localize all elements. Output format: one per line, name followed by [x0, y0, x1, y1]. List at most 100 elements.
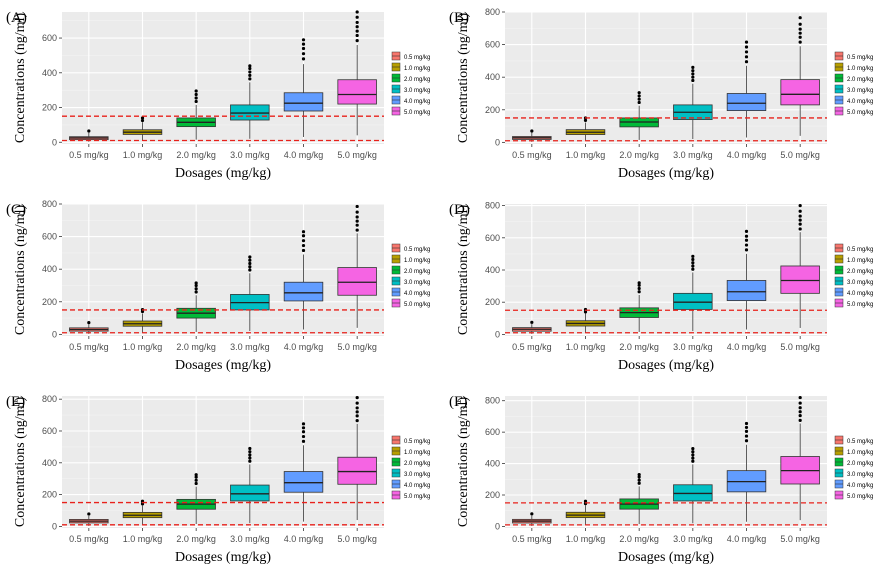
x-tick-label: 4.0 mg/kg [727, 534, 767, 544]
outlier-point [248, 77, 252, 81]
outlier-point [798, 40, 802, 44]
outlier-point [691, 257, 695, 262]
outlier-point [301, 439, 306, 443]
legend-item: 5.0 mg/kg [391, 490, 430, 500]
outlier-point [583, 310, 588, 314]
legend-item: 5.0 mg/kg [834, 490, 873, 500]
x-tick-label: 0.5 mg/kg [69, 534, 109, 544]
legend-item: 4.0 mg/kg [834, 287, 873, 297]
outlier-point [194, 281, 198, 285]
legend-item: 5.0 mg/kg [391, 298, 430, 308]
outlier-point [355, 29, 359, 33]
outlier-point [798, 204, 802, 208]
panel-a: (A) 0 200 400 600 0.5 mg/kg 1.0 mg/kg 2.0 mg/kg… [6, 10, 430, 181]
y-axis-title: Concentrations (ng/ml) [456, 13, 471, 144]
outlier-point [248, 459, 252, 463]
box-5 [283, 230, 324, 330]
legend-item: 1.0 mg/kg [834, 446, 873, 456]
x-tick-label: 5.0 mg/kg [337, 342, 377, 352]
outlier-point [691, 65, 695, 70]
outlier-point [798, 414, 802, 418]
outlier-point [248, 268, 252, 272]
x-tick-label: 4.0 mg/kg [284, 534, 324, 544]
outlier-point [355, 15, 359, 19]
outlier-point [87, 321, 91, 325]
legend-label: 1.0 mg/kg [847, 66, 873, 72]
outlier-point [637, 91, 641, 95]
legend-label: 2.0 mg/kg [404, 77, 430, 83]
outlier-point [194, 96, 198, 100]
box-2 [122, 308, 163, 333]
outlier-point [301, 230, 306, 234]
y-tick-label: 200 [42, 490, 57, 500]
legend-item: 3.0 mg/kg [834, 468, 873, 478]
x-tick-label: 1.0 mg/kg [566, 534, 606, 544]
legend-item: 5.0 mg/kg [391, 106, 430, 116]
legend-item: 0.5 mg/kg [834, 51, 873, 61]
outlier-point [637, 481, 641, 485]
outlier-point [301, 42, 306, 46]
plot-background [62, 396, 384, 528]
box-body [337, 456, 377, 485]
outlier-point [798, 35, 802, 39]
outlier-point [798, 27, 802, 31]
box-body [780, 265, 820, 294]
legend-label: 0.5 mg/kg [847, 55, 873, 61]
legend-label: 2.0 mg/kg [847, 269, 873, 275]
x-tick-label: 5.0 mg/kg [780, 342, 820, 352]
panel-b: (B) 0 200 400 600 800 0.5 mg/kg 1.0 mg/kg 2.0 mg… [449, 7, 873, 181]
x-tick-label: 3.0 mg/kg [230, 342, 270, 352]
x-tick-label: 3.0 mg/kg [230, 150, 270, 160]
legend-item: 1.0 mg/kg [391, 62, 430, 72]
y-tick-label: 600 [485, 233, 500, 243]
box-5 [726, 421, 767, 522]
box-1 [512, 129, 552, 142]
y-axis-title: Concentrations (ng/ml) [13, 397, 28, 528]
legend-label: 4.0 mg/kg [404, 483, 430, 489]
box-5 [283, 38, 324, 138]
y-tick-label: 0 [52, 137, 57, 147]
outlier-point [87, 512, 91, 516]
outlier-point [691, 453, 695, 457]
y-axis-title: Concentrations (ng/ml) [13, 205, 28, 336]
outlier-point [301, 422, 306, 426]
outlier-point [194, 473, 198, 477]
outlier-point [248, 64, 252, 68]
outlier-point [798, 401, 802, 405]
legend-label: 5.0 mg/kg [847, 110, 873, 116]
panel-e: (E) 0 200 400 600 800 0.5 mg/kg 1.0 mg/kg 2.0 mg… [6, 394, 430, 565]
box-5 [283, 422, 324, 522]
outlier-point [798, 227, 802, 231]
legend-label: 5.0 mg/kg [404, 302, 430, 308]
x-tick-label: 3.0 mg/kg [673, 534, 713, 544]
box-6 [337, 204, 377, 328]
x-tick-label: 2.0 mg/kg [176, 150, 216, 160]
legend-label: 4.0 mg/kg [847, 99, 873, 105]
outlier-point [744, 421, 749, 426]
panel-label: (B) [449, 10, 469, 26]
outlier-point [194, 92, 198, 97]
outlier-point [248, 261, 252, 266]
outlier-point [194, 475, 198, 479]
outlier-point [301, 430, 306, 434]
legend-label: 5.0 mg/kg [847, 494, 873, 500]
outlier-point [355, 20, 359, 25]
legend-item: 4.0 mg/kg [391, 287, 430, 297]
legend-label: 5.0 mg/kg [404, 110, 430, 116]
y-tick-label: 600 [42, 426, 57, 436]
outlier-point [301, 434, 306, 439]
legend-label: 1.0 mg/kg [404, 450, 430, 456]
outlier-point [355, 39, 359, 43]
outlier-point [248, 255, 252, 259]
outlier-point [744, 434, 749, 438]
outlier-point [355, 410, 359, 414]
y-tick-label: 800 [42, 394, 57, 404]
outlier-point [744, 40, 749, 44]
y-tick-label: 400 [42, 458, 57, 468]
x-tick-label: 0.5 mg/kg [512, 150, 552, 160]
outlier-point [248, 66, 252, 71]
legend-item: 4.0 mg/kg [391, 479, 430, 489]
legend-item: 2.0 mg/kg [834, 265, 873, 275]
outlier-point [744, 45, 749, 49]
panel-label: (E) [6, 394, 25, 410]
